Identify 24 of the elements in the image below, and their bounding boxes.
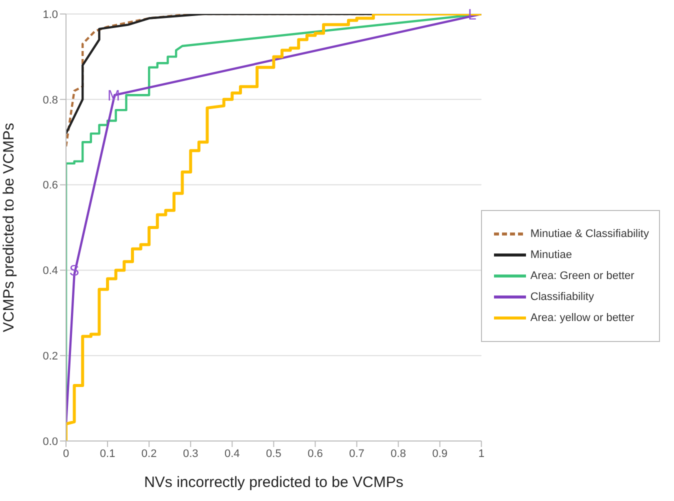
y-tick-label: 0.2 <box>42 350 58 363</box>
x-tick-label: 0.3 <box>182 448 198 460</box>
y-tick-label: 0.6 <box>42 180 58 192</box>
y-axis-title: VCMPs predicted to be VCMPs <box>0 122 18 332</box>
y-tick-label: 0.8 <box>42 94 58 106</box>
legend-label: Classifiability <box>530 291 594 303</box>
x-tick-label: 0.2 <box>141 448 157 460</box>
y-tick-label: 0.0 <box>42 436 58 448</box>
legend-label: Area: Green or better <box>530 270 634 282</box>
x-axis-title: NVs incorrectly predicted to be VCMPs <box>144 474 404 491</box>
legend-label: Minutiae & Classifiability <box>530 228 649 240</box>
x-tick-label: 0.4 <box>224 448 240 460</box>
x-tick-label: 0.7 <box>349 448 364 460</box>
x-tick-label: 0.6 <box>308 448 323 460</box>
x-tick-label: 0.1 <box>100 448 116 460</box>
legend-label: Minutiae <box>530 249 572 261</box>
y-tick-label: 1.0 <box>42 8 58 21</box>
x-tick-label: 0.5 <box>266 448 282 460</box>
x-tick-label: 1 <box>478 448 484 460</box>
x-tick-label: 0 <box>62 448 70 460</box>
y-tick-label: 0.4 <box>42 265 58 278</box>
x-tick-label: 0.9 <box>432 448 448 460</box>
x-tick-label: 0.8 <box>390 448 406 460</box>
legend-label: Area: yellow or better <box>530 312 634 324</box>
